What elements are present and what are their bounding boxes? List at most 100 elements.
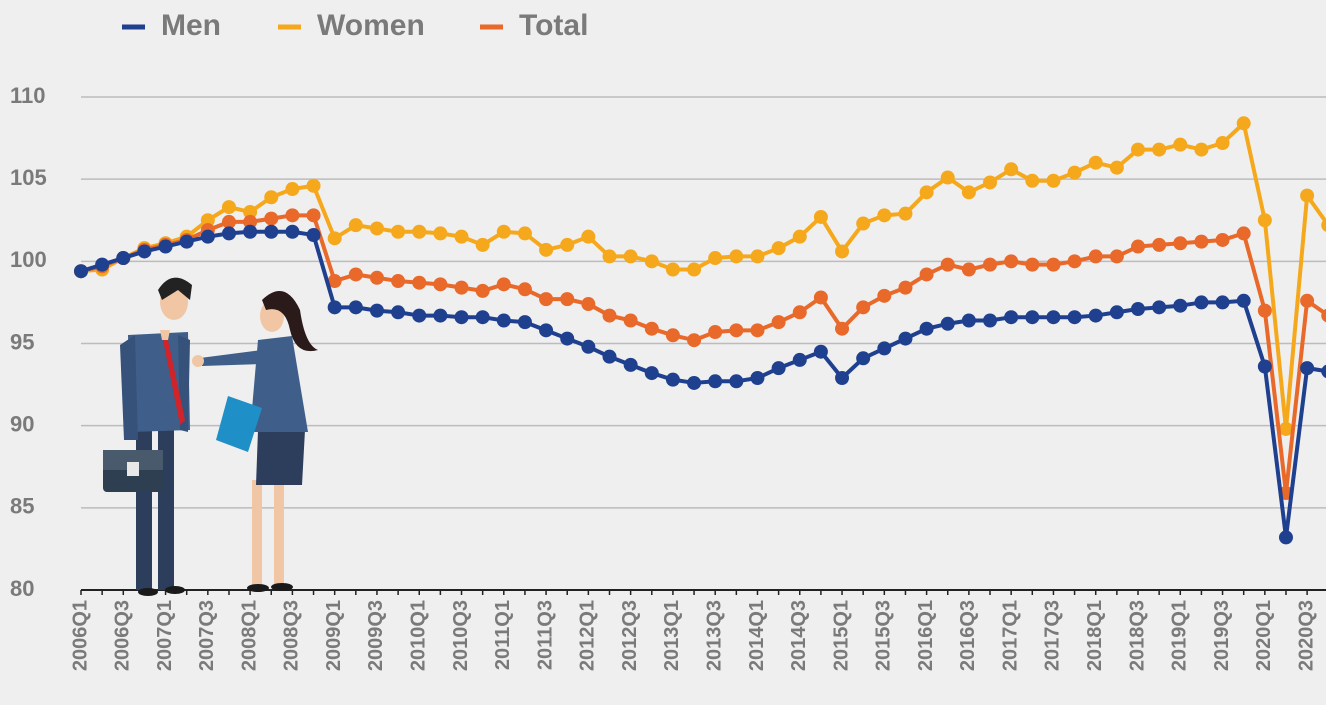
- point: [772, 361, 786, 375]
- x-tick-label: 2020Q1: [1253, 600, 1275, 671]
- point: [518, 315, 532, 329]
- legend-label: Total: [519, 9, 588, 42]
- point: [1110, 161, 1124, 175]
- y-tick-label: 110: [10, 83, 46, 108]
- point: [476, 310, 490, 324]
- x-tick-label: 2015Q3: [873, 600, 895, 671]
- point: [1046, 258, 1060, 272]
- point: [370, 271, 384, 285]
- point: [729, 323, 743, 337]
- point: [1258, 304, 1272, 318]
- point: [920, 185, 934, 199]
- x-tick-label: 2015Q1: [830, 600, 852, 671]
- point: [814, 210, 828, 224]
- background: [0, 0, 1326, 705]
- point: [624, 358, 638, 372]
- x-tick-label: 2007Q3: [196, 600, 218, 671]
- point: [1152, 300, 1166, 314]
- point: [729, 374, 743, 388]
- x-tick-label: 2006Q1: [69, 600, 91, 671]
- point: [708, 374, 722, 388]
- point: [581, 297, 595, 311]
- point: [412, 276, 426, 290]
- point: [898, 207, 912, 221]
- point: [1152, 238, 1166, 252]
- x-tick-label: 2017Q3: [1042, 600, 1064, 671]
- point: [349, 300, 363, 314]
- x-tick-label: 2010Q1: [408, 600, 430, 671]
- point: [1068, 310, 1082, 324]
- point: [898, 332, 912, 346]
- point: [793, 305, 807, 319]
- point: [285, 208, 299, 222]
- point: [539, 292, 553, 306]
- x-tick-label: 2018Q3: [1126, 600, 1148, 671]
- point: [539, 243, 553, 257]
- point: [877, 208, 891, 222]
- x-tick-label: 2010Q3: [450, 600, 472, 671]
- point: [391, 274, 405, 288]
- point: [455, 310, 469, 324]
- point: [983, 258, 997, 272]
- y-tick-label: 105: [10, 165, 47, 190]
- point: [603, 350, 617, 364]
- x-tick-label: 2016Q1: [915, 600, 937, 671]
- x-tick-label: 2011Q3: [534, 600, 556, 670]
- point: [201, 230, 215, 244]
- point: [750, 249, 764, 263]
- point: [95, 258, 109, 272]
- point: [962, 313, 976, 327]
- point: [328, 300, 342, 314]
- point: [772, 241, 786, 255]
- point: [1237, 116, 1251, 130]
- point: [898, 281, 912, 295]
- point: [180, 235, 194, 249]
- point: [1300, 189, 1314, 203]
- point: [1237, 226, 1251, 240]
- point: [1068, 254, 1082, 268]
- point: [750, 323, 764, 337]
- point: [1110, 249, 1124, 263]
- point: [687, 376, 701, 390]
- point: [835, 371, 849, 385]
- point: [750, 371, 764, 385]
- point: [391, 305, 405, 319]
- x-tick-label: 2008Q1: [238, 600, 260, 671]
- point: [560, 238, 574, 252]
- point: [307, 228, 321, 242]
- point: [391, 225, 405, 239]
- point: [814, 290, 828, 304]
- point: [1046, 174, 1060, 188]
- point: [264, 190, 278, 204]
- y-tick-label: 80: [10, 576, 34, 601]
- point: [137, 244, 151, 258]
- point: [412, 309, 426, 323]
- x-tick-label: 2008Q3: [281, 600, 303, 671]
- point: [941, 317, 955, 331]
- point: [877, 289, 891, 303]
- x-tick-label: 2020Q3: [1295, 600, 1317, 671]
- point: [962, 263, 976, 277]
- point: [814, 345, 828, 359]
- point: [560, 292, 574, 306]
- x-tick-label: 2009Q1: [323, 600, 345, 671]
- point: [1089, 309, 1103, 323]
- x-tick-label: 2006Q3: [112, 600, 134, 671]
- point: [476, 284, 490, 298]
- point: [1152, 143, 1166, 157]
- x-tick-label: 2013Q1: [661, 600, 683, 671]
- point: [243, 225, 257, 239]
- point: [962, 185, 976, 199]
- point: [581, 340, 595, 354]
- point: [433, 309, 447, 323]
- point: [624, 249, 638, 263]
- point: [497, 225, 511, 239]
- point: [1046, 310, 1060, 324]
- point: [222, 200, 236, 214]
- point: [1025, 174, 1039, 188]
- point: [793, 230, 807, 244]
- point: [666, 373, 680, 387]
- point: [264, 212, 278, 226]
- point: [941, 171, 955, 185]
- point: [687, 333, 701, 347]
